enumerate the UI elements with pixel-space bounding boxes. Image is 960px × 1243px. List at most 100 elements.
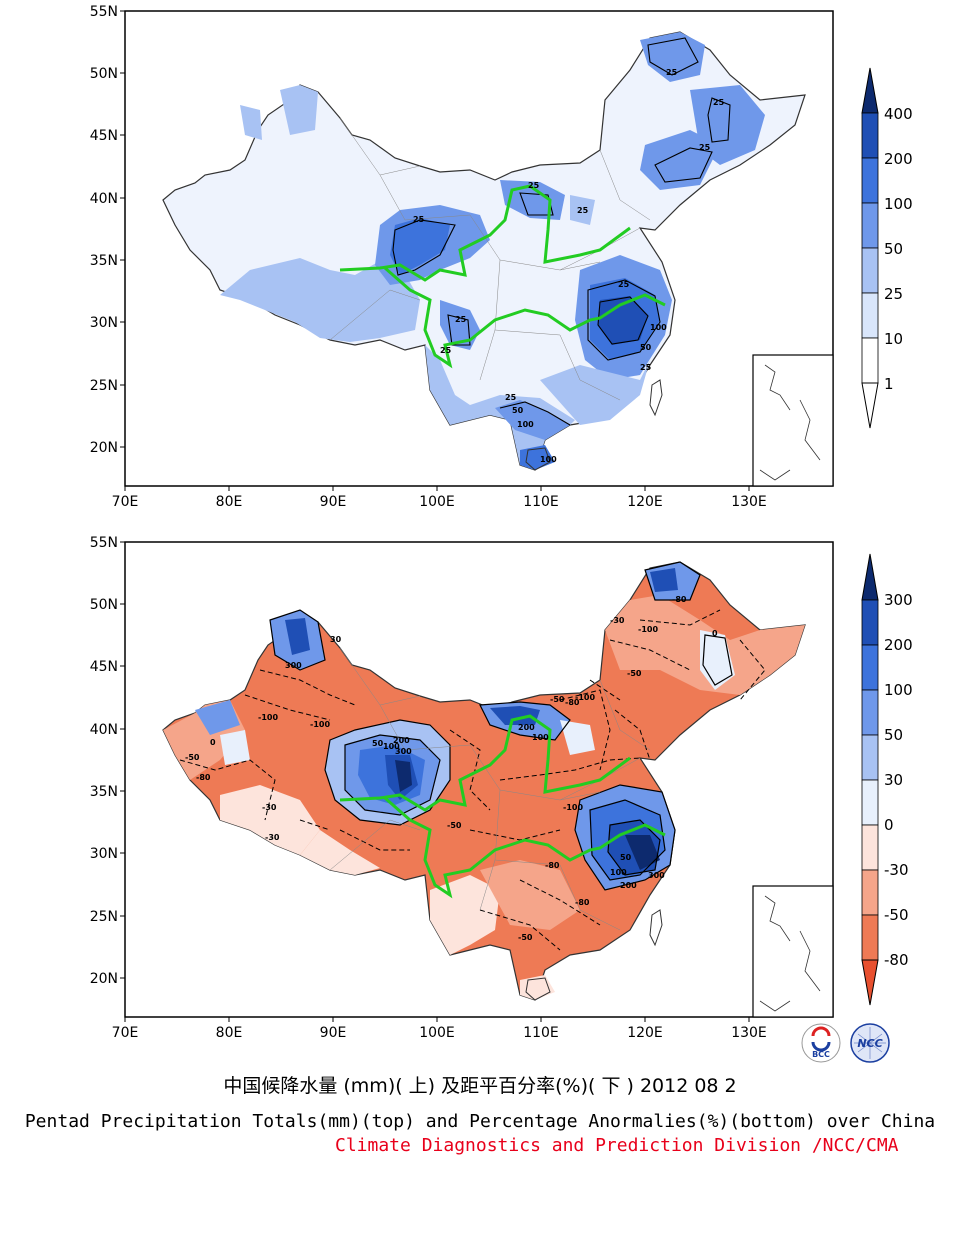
- bottom-anomaly-map: -100 -100 -80 -50 -30 0 50 100 200 300 -…: [90, 535, 913, 1041]
- top-contour-label: 25: [577, 206, 589, 215]
- bottom-contour-label: -30: [262, 803, 277, 812]
- bottom-contour-label: 300: [395, 747, 412, 756]
- lat-label: 50N: [90, 66, 118, 82]
- bottom-contour-label: 200: [518, 723, 535, 732]
- bottom-contour-label: -80: [575, 898, 590, 907]
- bottom-negative-contours: [179, 609, 766, 951]
- lat-label: 55N: [90, 4, 118, 20]
- ncc-logo-text: NCC: [857, 1037, 882, 1050]
- lat-label: 25N: [90, 378, 118, 394]
- top-contour-label: 50: [512, 406, 524, 415]
- lat-label: 45N: [90, 659, 118, 675]
- bottom-contour-label: -100: [638, 625, 658, 634]
- top-contour-label: 100: [650, 323, 667, 332]
- top-lon-labels: 70E 80E 90E 100E 110E 120E 130E: [112, 494, 767, 510]
- lat-label: 40N: [90, 722, 118, 738]
- lon-label: 70E: [112, 1025, 139, 1041]
- lon-label: 130E: [731, 494, 767, 510]
- bottom-contour-label: 100: [532, 733, 549, 742]
- lat-label: 20N: [90, 971, 118, 987]
- top-contour-label: 50: [640, 343, 652, 352]
- top-lat-labels: 55N 50N 45N 40N 35N 30N 25N 20N: [90, 4, 118, 456]
- bcc-logo: BCC: [801, 1023, 841, 1063]
- lon-label: 80E: [216, 494, 243, 510]
- colorbar-label: 25: [884, 285, 903, 303]
- bottom-contour-label: -50: [185, 753, 200, 762]
- bottom-lat-labels: 55N 50N 45N 40N 35N 30N 25N 20N: [90, 535, 118, 987]
- bottom-contour-label: 200: [620, 881, 637, 890]
- bottom-contour-label: -100: [310, 720, 330, 729]
- colorbar-label: -80: [884, 951, 909, 969]
- bottom-contour-label: 50: [372, 739, 384, 748]
- lat-label: 30N: [90, 846, 118, 862]
- bottom-contour-label: 300: [285, 661, 302, 670]
- bottom-contour-label: -50: [550, 695, 565, 704]
- bottom-contour-label: -50: [518, 933, 533, 942]
- top-hainan-island: [525, 447, 551, 471]
- lon-label: 80E: [216, 1025, 243, 1041]
- lon-label: 90E: [320, 1025, 347, 1041]
- bottom-map-frame: [124, 541, 834, 1018]
- bottom-taiwan-island: [649, 909, 663, 947]
- lat-label: 25N: [90, 909, 118, 925]
- bottom-contour-label: 100: [610, 868, 627, 877]
- bottom-contour-label: -50: [447, 821, 462, 830]
- top-map-frame: [124, 10, 834, 487]
- bottom-contour-label: -100: [563, 803, 583, 812]
- top-contour-label: 25: [528, 181, 540, 190]
- lon-label: 90E: [320, 494, 347, 510]
- bottom-contour-label: -100: [575, 693, 595, 702]
- top-contour-label: 25: [713, 98, 725, 107]
- bottom-colorbar-labels: 300 200 100 50 30 0 -30 -50 -80: [884, 591, 913, 969]
- bottom-contour-label: -80: [545, 861, 560, 870]
- bottom-contour-label: 30: [330, 635, 342, 644]
- lat-label: 35N: [90, 253, 118, 269]
- agency-logos: BCC NCC: [801, 1023, 890, 1063]
- lat-label: 35N: [90, 784, 118, 800]
- bottom-hainan-island: [525, 977, 551, 1001]
- colorbar-label: 100: [884, 195, 913, 213]
- colorbar-label: 50: [884, 726, 903, 744]
- colorbar-label: 100: [884, 681, 913, 699]
- ncc-logo: NCC: [850, 1023, 890, 1063]
- top-colorbar: [861, 67, 879, 429]
- lon-label: 70E: [112, 494, 139, 510]
- lat-label: 20N: [90, 440, 118, 456]
- bottom-contour-label: -80: [672, 595, 687, 604]
- bottom-contour-label: -50: [627, 669, 642, 678]
- lon-label: 120E: [627, 494, 663, 510]
- bottom-contour-labels: -100 -100 -80 -50 -30 0 50 100 200 300 -…: [185, 595, 718, 942]
- bcc-logo-text: BCC: [812, 1050, 830, 1059]
- bottom-contour-label: -100: [258, 713, 278, 722]
- bottom-contour-label: 100: [383, 742, 400, 751]
- english-caption: Pentad Precipitation Totals(mm)(top) and…: [24, 1111, 936, 1132]
- bottom-contour-label: -80: [565, 698, 580, 707]
- bottom-contour-label: 200: [393, 736, 410, 745]
- top-contour-label: 25: [440, 346, 452, 355]
- lon-label: 100E: [419, 1025, 455, 1041]
- bottom-contour-label: -80: [196, 773, 211, 782]
- top-contour-label: 25: [455, 315, 467, 324]
- colorbar-label: 30: [884, 771, 903, 789]
- bottom-south-china-sea-inset: [752, 885, 834, 1018]
- top-contour-label: 25: [699, 143, 711, 152]
- top-south-china-sea-inset: [752, 354, 834, 487]
- lat-label: 40N: [90, 191, 118, 207]
- lat-label: 50N: [90, 597, 118, 613]
- colorbar-label: -50: [884, 906, 909, 924]
- top-colorbar-labels: 400 200 100 50 25 10 1: [884, 105, 913, 393]
- bottom-contour-label: 50: [620, 853, 632, 862]
- colorbar-label: 400: [884, 105, 913, 123]
- top-contour-label: 25: [618, 280, 630, 289]
- top-rivers: [339, 184, 666, 369]
- top-taiwan-island: [649, 379, 663, 417]
- top-contour-label: 25: [666, 68, 678, 77]
- lat-label: 45N: [90, 128, 118, 144]
- bottom-colorbar: [861, 553, 879, 1006]
- bottom-contour-label: 300: [648, 871, 665, 880]
- lat-label: 55N: [90, 535, 118, 551]
- colorbar-label: 50: [884, 240, 903, 258]
- colorbar-label: 300: [884, 591, 913, 609]
- colorbar-label: 200: [884, 150, 913, 168]
- lon-label: 110E: [523, 494, 559, 510]
